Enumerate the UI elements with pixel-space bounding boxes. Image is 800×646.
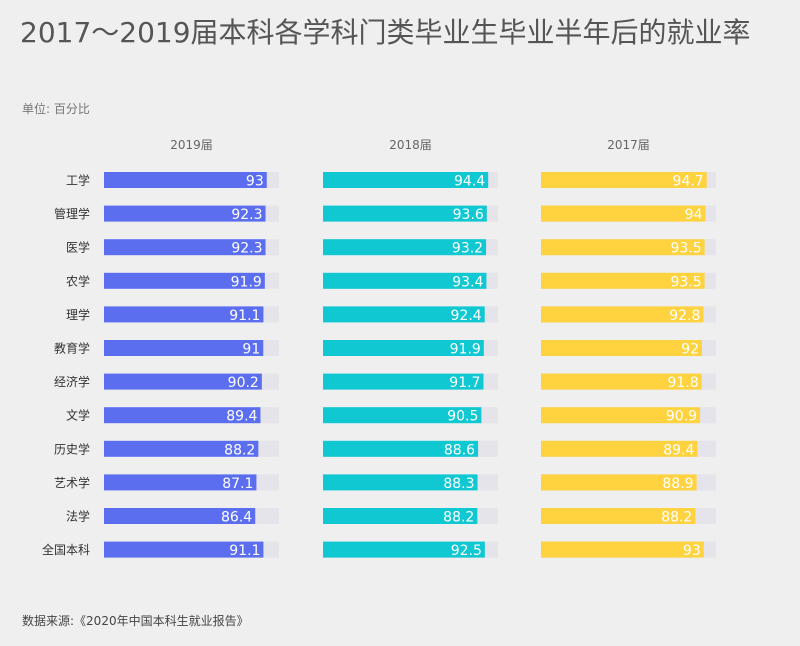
bar — [323, 205, 487, 222]
data-label: 93.6 — [453, 207, 484, 223]
category-label: 农学 — [66, 273, 90, 288]
data-label: 88.2 — [443, 510, 474, 526]
bar — [541, 172, 707, 188]
source-note: 数据来源:《2020年中国本科生就业报告》 — [22, 614, 249, 628]
category-label: 法学 — [66, 509, 90, 524]
data-label: 94 — [685, 207, 703, 223]
data-label: 93.2 — [452, 241, 483, 257]
category-label: 历史学 — [54, 441, 90, 456]
bar — [104, 474, 257, 491]
bar — [541, 541, 704, 558]
bar — [323, 541, 485, 558]
bar — [541, 239, 705, 256]
category-label: 医学 — [66, 240, 90, 255]
category-label: 艺术学 — [54, 475, 90, 490]
data-label: 90.5 — [447, 409, 478, 425]
data-label: 90.2 — [228, 375, 259, 391]
bar — [541, 373, 702, 390]
bar — [104, 407, 261, 424]
data-label: 93.5 — [670, 274, 701, 290]
category-label: 教育学 — [54, 341, 90, 356]
chart-title: 2017～2019届本科各学科门类毕业生毕业半年后的就业率 — [20, 16, 751, 49]
bar — [541, 440, 698, 457]
category-label: 经济学 — [54, 374, 90, 389]
data-label: 94.4 — [454, 174, 485, 190]
bar — [541, 474, 697, 491]
category-label: 管理学 — [54, 206, 90, 221]
bar — [104, 440, 259, 457]
data-label: 92.8 — [669, 308, 700, 324]
data-label: 91.7 — [449, 375, 480, 391]
data-label: 92.3 — [231, 207, 262, 223]
bar — [104, 340, 264, 356]
bar — [323, 407, 482, 424]
data-label: 88.2 — [661, 510, 692, 526]
bar — [541, 205, 706, 222]
data-label: 89.4 — [226, 409, 257, 425]
bar — [323, 440, 479, 457]
data-label: 91 — [242, 342, 260, 358]
data-label: 93 — [246, 174, 264, 190]
data-label: 92 — [681, 342, 699, 358]
data-label: 94.7 — [673, 174, 704, 190]
data-label: 87.1 — [222, 476, 253, 492]
category-label: 理学 — [66, 307, 90, 322]
bar — [104, 239, 266, 256]
data-label: 92.5 — [451, 543, 482, 559]
data-label: 91.9 — [231, 274, 262, 290]
data-label: 91.8 — [667, 375, 698, 391]
bar — [104, 373, 262, 390]
data-label: 88.2 — [224, 442, 255, 458]
data-label: 90.9 — [666, 409, 697, 425]
data-label: 86.4 — [221, 510, 252, 526]
bar — [323, 272, 487, 289]
data-label: 89.4 — [663, 442, 694, 458]
bar — [541, 508, 696, 524]
data-label: 92.3 — [231, 241, 262, 257]
bar — [323, 340, 484, 356]
data-label: 88.3 — [443, 476, 474, 492]
data-label: 88.9 — [662, 476, 693, 492]
category-label: 全国本科 — [42, 542, 90, 557]
category-label: 文学 — [66, 408, 90, 423]
category-label: 工学 — [66, 173, 90, 188]
bar — [541, 340, 702, 356]
bar — [541, 407, 701, 424]
bar — [323, 508, 478, 524]
bar — [323, 373, 484, 390]
bar — [541, 272, 705, 289]
series-header: 2019届 — [170, 138, 213, 152]
bar — [323, 474, 478, 491]
bar — [323, 172, 489, 188]
bar — [323, 306, 485, 323]
bar — [104, 541, 264, 558]
series-header: 2017届 — [607, 138, 650, 152]
bar — [541, 306, 704, 323]
data-label: 91.1 — [229, 308, 260, 324]
data-label: 93.5 — [670, 241, 701, 257]
bar — [104, 172, 267, 188]
bar — [104, 205, 266, 222]
series-header: 2018届 — [389, 138, 432, 152]
data-label: 93 — [683, 543, 701, 559]
bar — [104, 508, 256, 524]
data-label: 93.4 — [452, 274, 483, 290]
data-label: 88.6 — [444, 442, 475, 458]
bar — [323, 239, 487, 256]
bar — [104, 306, 264, 323]
unit-label: 单位: 百分比 — [22, 102, 90, 116]
data-label: 91.9 — [450, 342, 481, 358]
bar — [104, 272, 265, 289]
data-label: 91.1 — [229, 543, 260, 559]
data-label: 92.4 — [451, 308, 482, 324]
